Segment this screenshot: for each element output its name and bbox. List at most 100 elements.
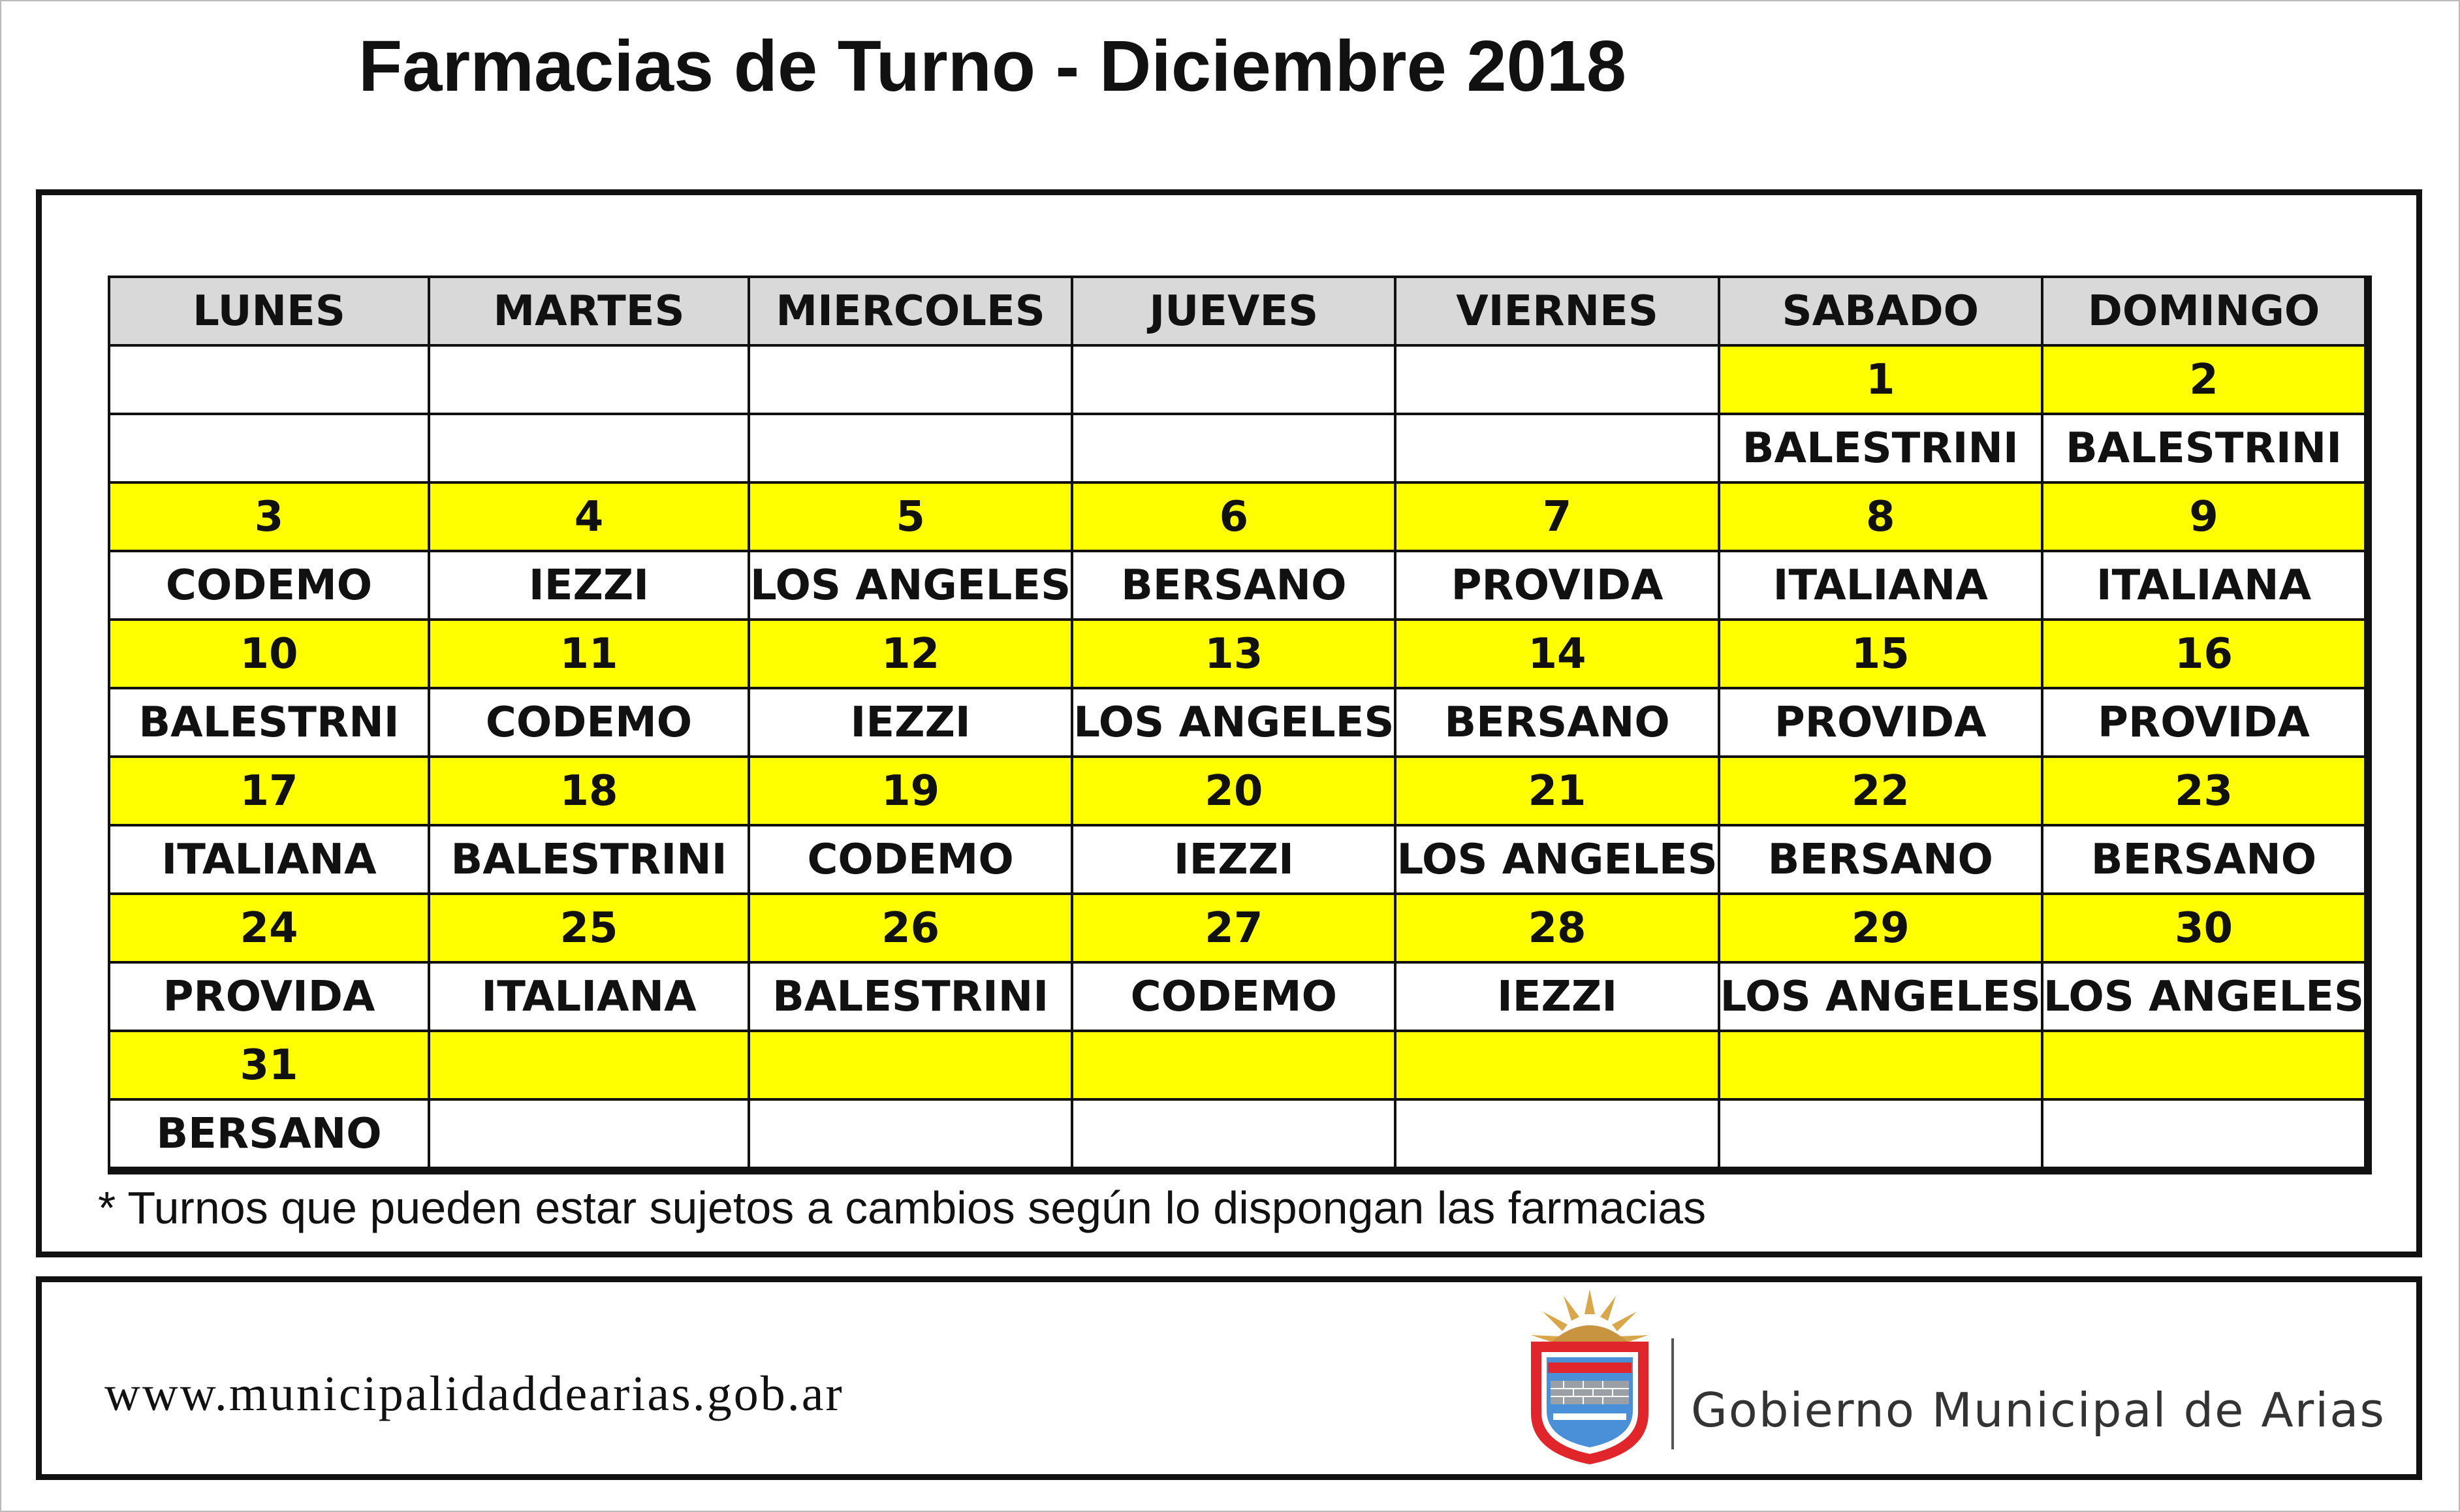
pharmacy-cell: IEZZI (428, 550, 749, 620)
day-number-row: 17 18 19 20 21 22 23 (108, 755, 2369, 825)
pharmacy-cell (428, 413, 749, 482)
pharmacy-cell: BERSANO (1394, 687, 1719, 757)
pharmacy-cell: PROVIDA (1717, 687, 2042, 757)
pharmacy-cell: BALESTRNI (108, 687, 429, 757)
day-cell: 26 (747, 892, 1073, 962)
day-cell: 17 (108, 755, 429, 825)
day-cell: 23 (2040, 755, 2369, 825)
pharmacy-cell: LOS ANGELES (747, 550, 1073, 620)
day-cell: 14 (1394, 618, 1719, 688)
pharmacy-cell: BERSANO (1717, 824, 2042, 894)
weekday-header: LUNES (108, 276, 429, 345)
weekday-header: MARTES (428, 276, 749, 345)
disclaimer-note: * Turnos que pueden estar sujetos a camb… (98, 1182, 1707, 1233)
pharmacy-row: ITALIANA BALESTRINI CODEMO IEZZI LOS ANG… (108, 824, 2369, 894)
pharmacy-cell: IEZZI (747, 687, 1073, 757)
pharmacy-cell: PROVIDA (2040, 687, 2369, 757)
day-cell: 7 (1394, 481, 1719, 551)
footer-divider (1671, 1338, 1674, 1449)
day-cell (1717, 1030, 2042, 1099)
weekday-header: JUEVES (1071, 276, 1396, 345)
pharmacy-cell (1071, 413, 1396, 482)
pharmacy-cell: CODEMO (747, 824, 1073, 894)
footer-frame (36, 1276, 2422, 1480)
day-cell (108, 344, 429, 414)
day-cell: 21 (1394, 755, 1719, 825)
day-cell: 13 (1071, 618, 1396, 688)
pharmacy-cell: IEZZI (1394, 961, 1719, 1031)
pharmacy-cell (747, 1098, 1073, 1171)
pharmacy-cell (428, 1098, 749, 1171)
pharmacy-cell (1394, 1098, 1719, 1171)
weekday-header: VIERNES (1394, 276, 1719, 345)
day-cell (747, 344, 1073, 414)
pharmacy-cell: ITALIANA (2040, 550, 2369, 620)
day-cell: 10 (108, 618, 429, 688)
pharmacy-cell: LOS ANGELES (1071, 687, 1396, 757)
day-cell: 6 (1071, 481, 1396, 551)
day-cell: 5 (747, 481, 1073, 551)
pharmacy-cell: PROVIDA (1394, 550, 1719, 620)
day-cell: 15 (1717, 618, 2042, 688)
government-name: Gobierno Municipal de Arias (1691, 1383, 2386, 1438)
weekday-header: SABADO (1717, 276, 2042, 345)
day-cell: 20 (1071, 755, 1396, 825)
day-cell: 27 (1071, 892, 1396, 962)
pharmacy-cell (1394, 413, 1719, 482)
day-cell: 22 (1717, 755, 2042, 825)
day-cell: 31 (108, 1030, 429, 1099)
pharmacy-cell: BALESTRINI (1717, 413, 2042, 482)
pharmacy-cell: ITALIANA (1717, 550, 2042, 620)
weekday-header-row: LUNES MARTES MIERCOLES JUEVES VIERNES SA… (108, 276, 2369, 345)
day-cell: 3 (108, 481, 429, 551)
pharmacy-cell: BALESTRINI (747, 961, 1073, 1031)
day-cell (747, 1030, 1073, 1099)
day-cell: 8 (1717, 481, 2042, 551)
municipal-crest-icon (1531, 1289, 1648, 1464)
pharmacy-row: BERSANO (108, 1098, 2369, 1171)
day-number-row: 31 (108, 1030, 2369, 1099)
day-cell: 11 (428, 618, 749, 688)
day-cell: 2 (2040, 344, 2369, 414)
day-number-row: 24 25 26 27 28 29 30 (108, 892, 2369, 962)
day-cell (1394, 1030, 1719, 1099)
day-cell: 16 (2040, 618, 2369, 688)
day-cell (1071, 1030, 1396, 1099)
pharmacy-row: BALESTRNI CODEMO IEZZI LOS ANGELES BERSA… (108, 687, 2369, 757)
day-cell: 25 (428, 892, 749, 962)
day-cell: 9 (2040, 481, 2369, 551)
day-number-row: 1 2 (108, 344, 2369, 414)
day-cell (428, 1030, 749, 1099)
weekday-header: MIERCOLES (747, 276, 1073, 345)
day-cell: 19 (747, 755, 1073, 825)
pharmacy-cell: CODEMO (428, 687, 749, 757)
pharmacy-cell: LOS ANGELES (1394, 824, 1719, 894)
pharmacy-cell (1717, 1098, 2042, 1171)
pharmacy-calendar: LUNES MARTES MIERCOLES JUEVES VIERNES SA… (108, 276, 2373, 1174)
pharmacy-cell: BERSANO (108, 1098, 429, 1171)
day-number-row: 3 4 5 6 7 8 9 (108, 481, 2369, 551)
pharmacy-row: BALESTRINI BALESTRINI (108, 413, 2369, 482)
day-cell: 28 (1394, 892, 1719, 962)
pharmacy-cell (2040, 1098, 2369, 1171)
pharmacy-cell: ITALIANA (108, 824, 429, 894)
day-cell: 1 (1717, 344, 2042, 414)
pharmacy-cell: CODEMO (1071, 961, 1396, 1031)
day-cell (1071, 344, 1396, 414)
day-cell: 18 (428, 755, 749, 825)
pharmacy-cell: BERSANO (2040, 824, 2369, 894)
website-url: www.municipalidaddearias.gob.ar (104, 1366, 844, 1421)
weekday-header: DOMINGO (2040, 276, 2369, 345)
day-cell (1394, 344, 1719, 414)
pharmacy-cell: BALESTRINI (428, 824, 749, 894)
pharmacy-cell: CODEMO (108, 550, 429, 620)
pharmacy-cell (747, 413, 1073, 482)
day-number-row: 10 11 12 13 14 15 16 (108, 618, 2369, 688)
day-cell: 24 (108, 892, 429, 962)
day-cell: 29 (1717, 892, 2042, 962)
pharmacy-cell: LOS ANGELES (1717, 961, 2042, 1031)
day-cell: 12 (747, 618, 1073, 688)
page-title: Farmacias de Turno - Diciembre 2018 (358, 26, 1627, 106)
pharmacy-cell (108, 413, 429, 482)
